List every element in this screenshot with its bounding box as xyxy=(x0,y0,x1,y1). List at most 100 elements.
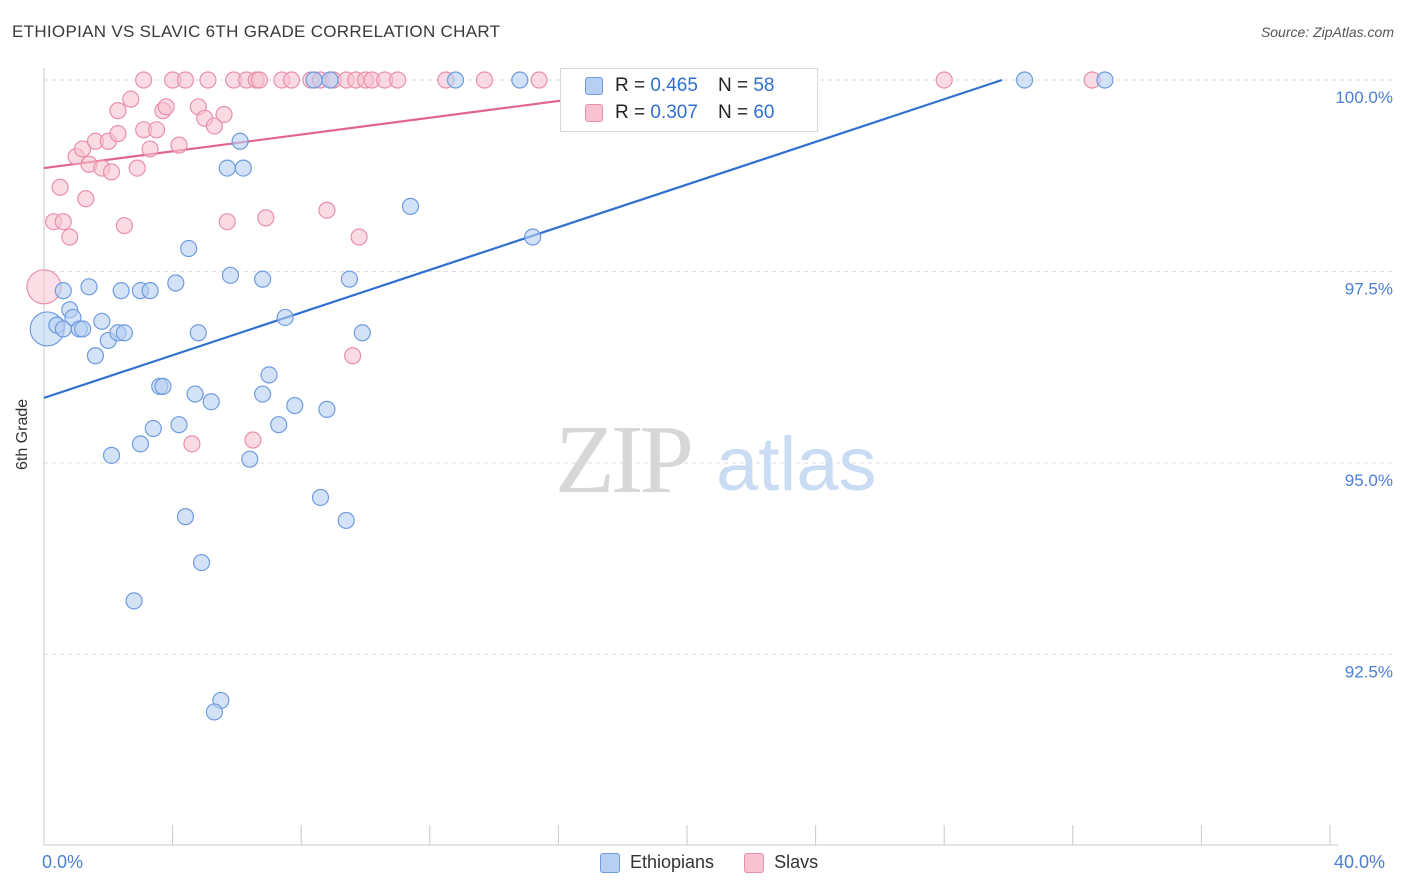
ethiopians-point xyxy=(311,488,330,507)
r-value: 0.465 xyxy=(650,75,698,96)
y-tick-label: 97.5% xyxy=(1345,280,1393,299)
ethiopians-point xyxy=(54,282,72,300)
r-label: R = xyxy=(615,102,646,123)
y-tick-labels: 92.5% 95.0% 97.5% 100.0% xyxy=(1335,88,1393,682)
ethiopians-point xyxy=(144,419,162,438)
ethiopians-point xyxy=(186,385,204,403)
ethiopians-point xyxy=(254,270,272,288)
ethiopians-point xyxy=(112,282,130,300)
slavs-point xyxy=(102,163,121,181)
slavs-point xyxy=(282,71,301,89)
ethiopians-legend-swatch xyxy=(600,852,620,873)
ethiopians-point xyxy=(254,385,272,403)
slavs-point xyxy=(141,140,159,158)
ethiopians-point xyxy=(80,278,98,296)
slavs-point xyxy=(54,213,72,231)
ethiopians-point xyxy=(131,435,150,453)
ethiopians-point xyxy=(167,274,185,292)
slavs-point xyxy=(147,121,166,139)
slavs-point xyxy=(935,71,953,89)
slavs-point xyxy=(250,71,269,89)
ethiopians-point xyxy=(93,312,111,330)
slavs-point xyxy=(61,228,79,246)
ethiopians-point xyxy=(192,553,211,572)
n-label: N = xyxy=(717,102,749,123)
ethiopians-point xyxy=(260,366,278,384)
slavs-point xyxy=(183,435,201,453)
n-value: 58 xyxy=(753,75,775,96)
slavs-point xyxy=(51,178,69,196)
ethiopians-swatch xyxy=(585,77,603,95)
ethiopians-point xyxy=(141,282,159,300)
axes xyxy=(43,68,1338,846)
ethiopians-point xyxy=(353,324,371,342)
ethiopians-point xyxy=(511,71,529,89)
ethiopians-point xyxy=(305,71,323,89)
ethiopians-point xyxy=(221,266,240,284)
slavs-point xyxy=(199,71,217,89)
ethiopians-point xyxy=(1096,71,1114,89)
y-tick-label: 92.5% xyxy=(1345,663,1393,682)
ethiopians-point xyxy=(86,347,105,365)
slavs-point xyxy=(389,71,407,89)
y-tick-label: 100.0% xyxy=(1335,88,1393,107)
legend-item-ethiopians[interactable]: Ethiopians xyxy=(600,852,714,873)
x-tick-min: 0.0% xyxy=(42,852,84,872)
n-value: 60 xyxy=(753,102,775,123)
slavs-point xyxy=(128,159,146,177)
legend-row-ethiopians: R = 0.465 N = 58 xyxy=(585,73,774,99)
slavs-swatch xyxy=(585,104,603,122)
stats-legend: R = 0.465 N = 58 R = 0.307 N = 60 xyxy=(560,68,818,132)
y-tick-label: 95.0% xyxy=(1345,471,1393,490)
r-label: R = xyxy=(615,75,646,96)
slavs-point xyxy=(170,136,188,154)
slavs-point xyxy=(257,209,275,227)
ethiopians-point xyxy=(189,324,207,342)
source-label: Source: ZipAtlas.com xyxy=(1260,24,1394,40)
legend-label-ethiopians: Ethiopians xyxy=(630,852,715,872)
slavs-point xyxy=(215,105,233,124)
ethiopians-point xyxy=(270,416,288,434)
ethiopians-point xyxy=(218,159,236,177)
x-tick-max: 40.0% xyxy=(1334,852,1386,872)
slavs-point xyxy=(73,140,92,158)
slavs-point xyxy=(530,71,548,89)
slavs-point xyxy=(176,71,195,89)
ethiopians-point xyxy=(340,270,359,288)
ethiopians-point xyxy=(102,446,121,464)
watermark-zip: ZIP xyxy=(555,406,690,514)
slavs-point xyxy=(122,90,140,108)
ethiopians-point xyxy=(401,197,420,215)
chart-title: ETHIOPIAN VS SLAVIC 6TH GRADE CORRELATIO… xyxy=(12,22,501,41)
legend-item-slavs[interactable]: Slavs xyxy=(744,852,818,873)
r-value: 0.307 xyxy=(650,102,698,123)
slavs-point xyxy=(218,213,236,231)
ethiopians-point xyxy=(318,400,336,418)
slavs-point xyxy=(109,125,127,143)
ethiopians-point xyxy=(241,450,259,468)
data-points xyxy=(26,71,1114,721)
ethiopians-point xyxy=(125,592,143,610)
slavs-point xyxy=(244,431,262,449)
slavs-legend-swatch xyxy=(744,852,765,873)
ethiopians-point xyxy=(321,71,339,89)
slavs-point xyxy=(115,216,133,235)
ethiopians-point xyxy=(154,377,172,395)
legend-label-slavs: Slavs xyxy=(774,852,819,872)
slavs-point xyxy=(109,102,127,120)
ethiopians-point xyxy=(446,71,465,89)
ethiopians-point xyxy=(1015,71,1034,89)
ethiopians-point xyxy=(337,511,355,530)
trend-lines xyxy=(43,78,1003,399)
trend-line-ethiopians xyxy=(43,78,1003,399)
slavs-point xyxy=(77,190,95,208)
slavs-point xyxy=(135,71,153,89)
ethiopians-point xyxy=(170,416,188,434)
ethiopians-point xyxy=(176,508,195,526)
slavs-point xyxy=(344,347,362,365)
ethiopians-point xyxy=(524,228,542,246)
n-label: N = xyxy=(717,75,749,96)
ethiopians-point xyxy=(286,396,304,415)
watermark-atlas: atlas xyxy=(716,422,877,507)
